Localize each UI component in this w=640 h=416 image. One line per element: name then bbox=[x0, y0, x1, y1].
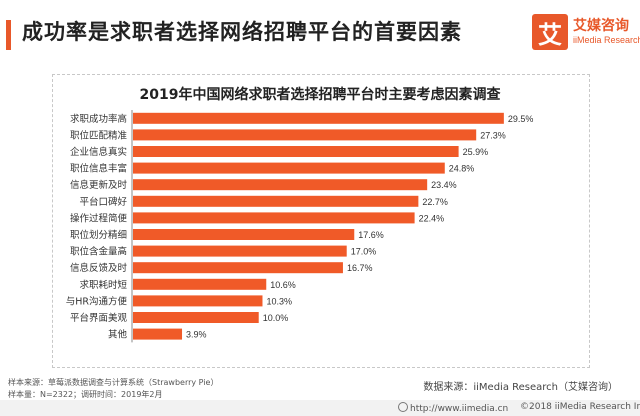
bar bbox=[133, 229, 355, 240]
bar bbox=[133, 112, 504, 124]
footer-url[interactable]: http://www.iimedia.cn bbox=[398, 402, 508, 414]
logo-mark-icon: 艾 bbox=[532, 14, 568, 50]
category-label: 操作过程简便 bbox=[70, 212, 128, 224]
bar bbox=[133, 212, 415, 224]
value-label: 25.9% bbox=[463, 147, 489, 157]
sample-size-note: 样本量：N=2322；调研时间：2019年2月 bbox=[8, 390, 163, 399]
data-source-note: 数据来源：iiMedia Research（艾媒咨询） bbox=[423, 382, 618, 393]
value-label: 17.0% bbox=[351, 247, 377, 257]
bar bbox=[133, 162, 445, 174]
value-label: 10.6% bbox=[270, 280, 296, 290]
value-label: 22.4% bbox=[419, 213, 445, 223]
value-label: 27.3% bbox=[480, 130, 506, 140]
value-label: 10.0% bbox=[263, 313, 289, 323]
category-label: 信息更新及时 bbox=[70, 179, 128, 191]
category-label: 求职成功率高 bbox=[70, 113, 127, 125]
bar bbox=[133, 278, 267, 290]
chart-title: 2019年中国网络求职者选择招聘平台时主要考虑因素调查 bbox=[139, 87, 501, 103]
footer-bar bbox=[0, 400, 640, 416]
bar bbox=[133, 245, 347, 257]
category-label: 其他 bbox=[108, 329, 128, 341]
value-label: 17.6% bbox=[358, 230, 384, 240]
category-label: 信息反馈及时 bbox=[70, 262, 128, 274]
value-label: 29.5% bbox=[508, 114, 534, 124]
brand-logo: 艾 艾媒咨询 iiMedia Research bbox=[532, 14, 640, 52]
value-label: 16.7% bbox=[347, 263, 373, 273]
chart-frame bbox=[52, 74, 590, 368]
logo-name-en: iiMedia Research bbox=[573, 35, 640, 45]
globe-icon bbox=[398, 402, 408, 412]
value-label: 10.3% bbox=[266, 296, 292, 306]
bar bbox=[133, 129, 477, 141]
category-label: 求职耗时短 bbox=[79, 279, 127, 291]
logo-name-cn: 艾媒咨询 bbox=[573, 18, 629, 34]
category-label: 企业信息真实 bbox=[70, 146, 127, 158]
bar bbox=[133, 179, 428, 191]
bar bbox=[133, 312, 259, 323]
value-label: 22.7% bbox=[422, 197, 448, 207]
category-label: 职位信息丰富 bbox=[70, 163, 127, 175]
bar bbox=[133, 295, 263, 307]
bar bbox=[133, 328, 183, 340]
value-label: 24.8% bbox=[449, 164, 475, 174]
category-label: 职位含金量高 bbox=[70, 246, 127, 258]
category-label: 平台界面美观 bbox=[70, 312, 128, 324]
category-label: 平台口碑好 bbox=[79, 196, 127, 208]
category-label: 与HR沟通方便 bbox=[66, 295, 128, 307]
bar bbox=[133, 146, 459, 157]
sample-source-note: 样本来源：草莓派数据调查与计算系统（Strawberry Pie） bbox=[8, 378, 219, 387]
footer-url-text[interactable]: http://www.iimedia.cn bbox=[410, 404, 509, 414]
title-accent-bar bbox=[6, 20, 11, 50]
category-label: 职位匹配精准 bbox=[70, 129, 128, 141]
value-label: 3.9% bbox=[186, 330, 207, 340]
footer-copyright: ©2018 iiMedia Research Inc bbox=[520, 402, 640, 412]
page-title: 成功率是求职者选择网络招聘平台的首要因素 bbox=[22, 20, 462, 44]
bar bbox=[133, 262, 343, 274]
category-label: 职位划分精细 bbox=[70, 229, 127, 241]
bar bbox=[133, 195, 419, 207]
value-label: 23.4% bbox=[431, 180, 457, 190]
